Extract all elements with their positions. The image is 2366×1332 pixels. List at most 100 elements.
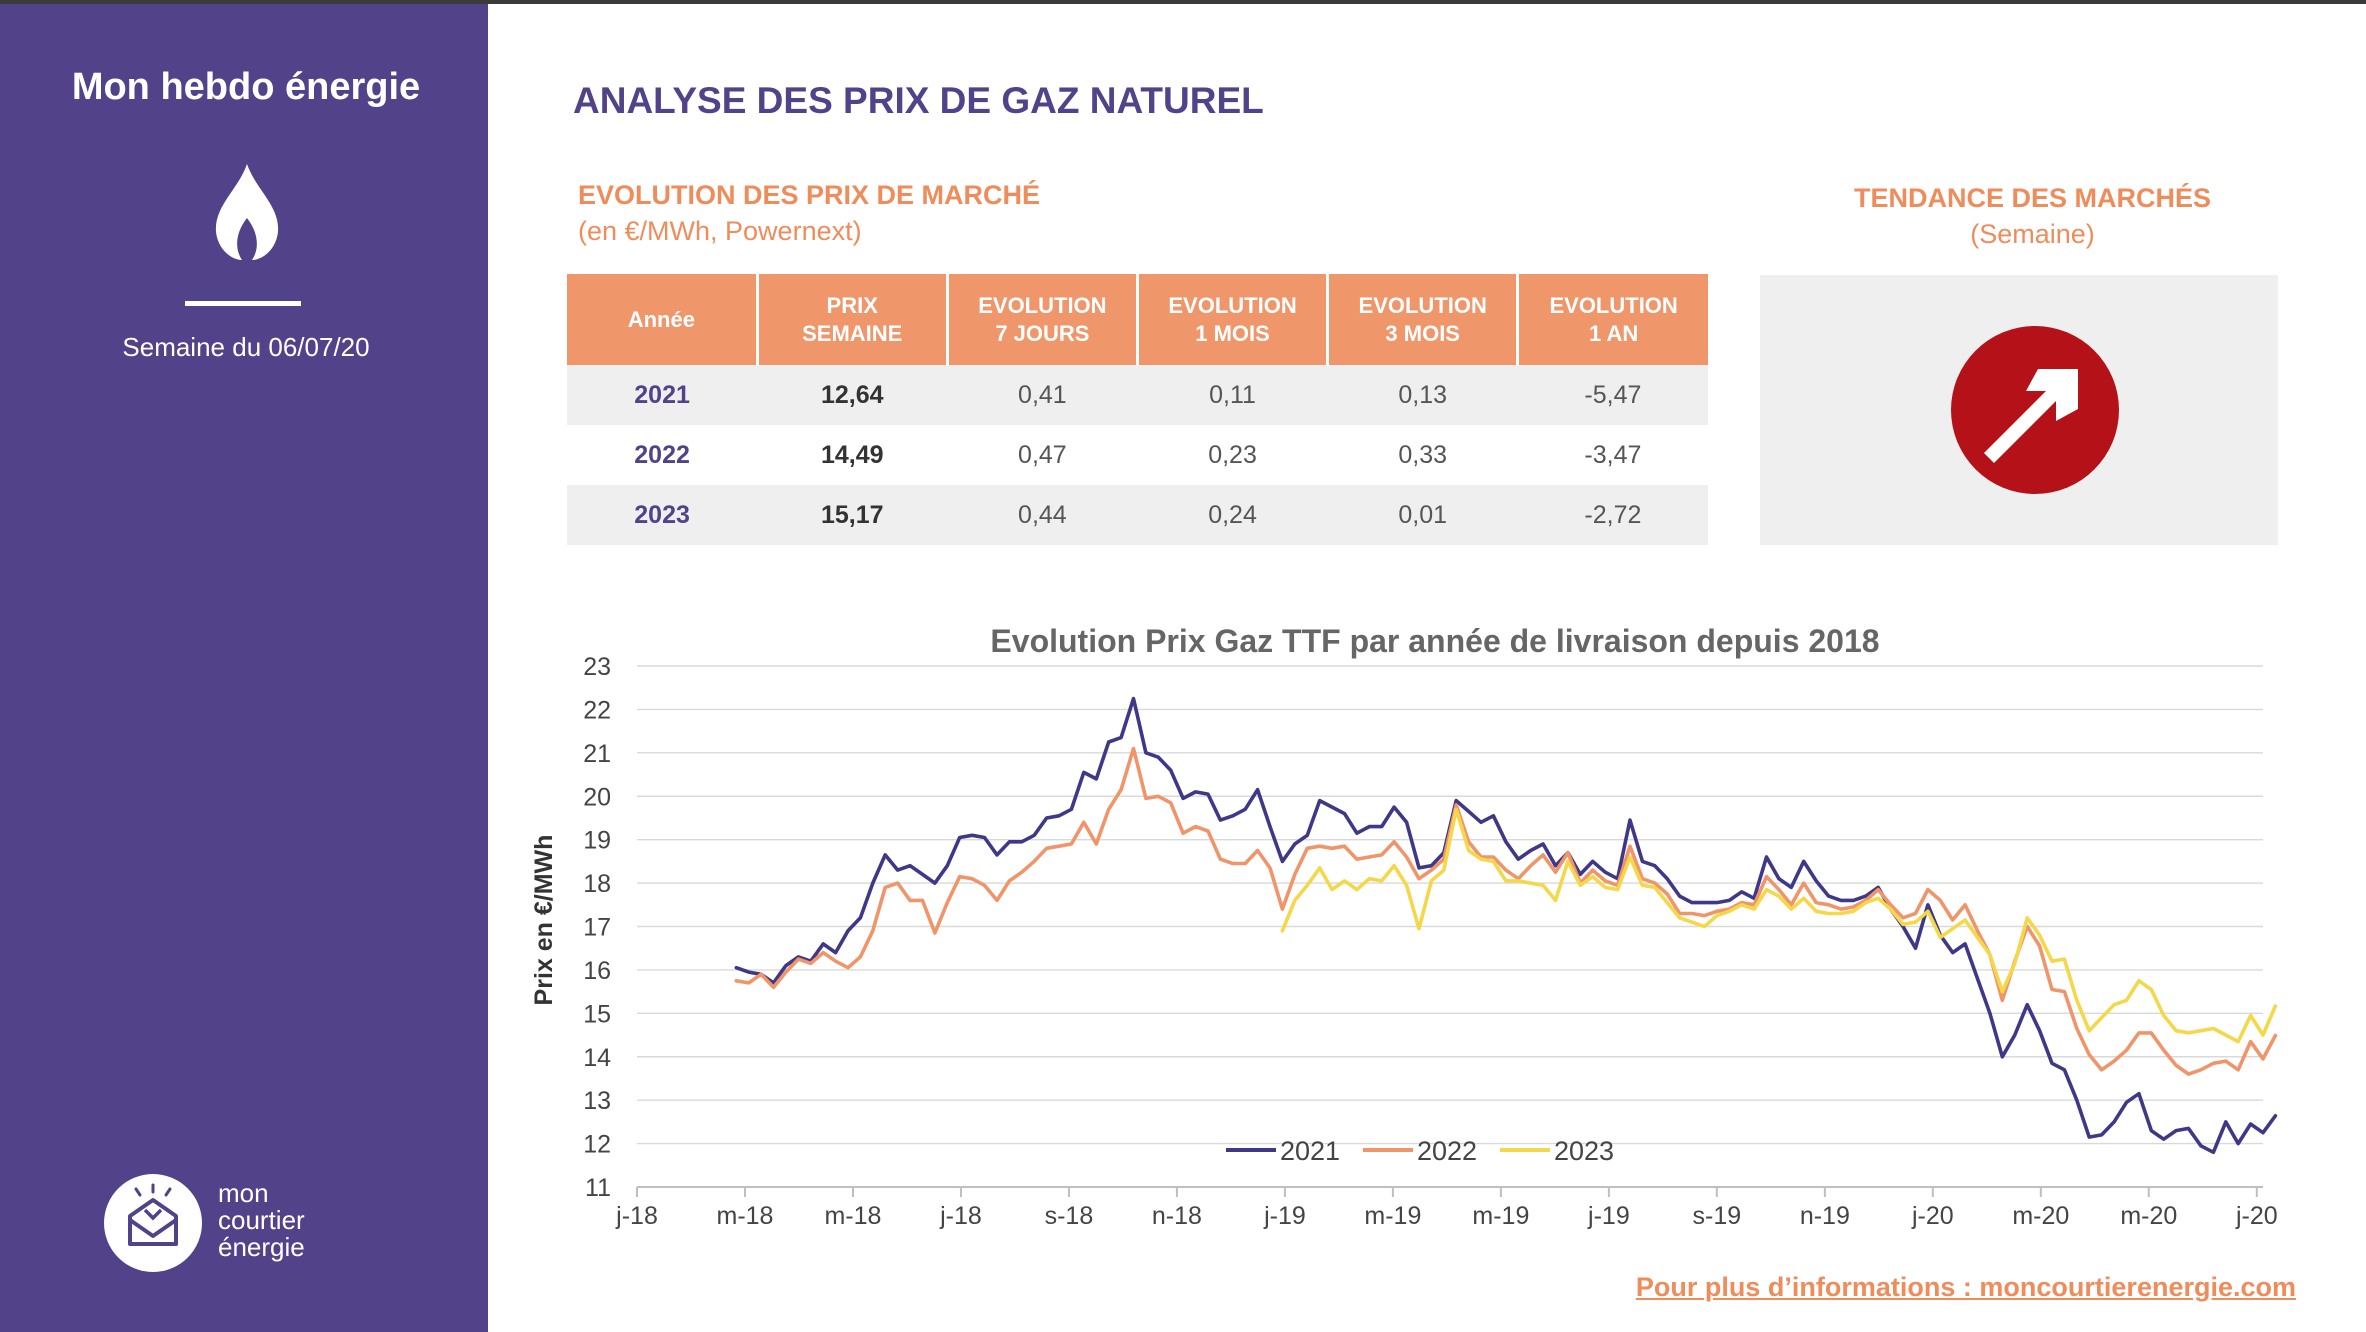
cell-evolution-1y: -5,47	[1517, 365, 1708, 425]
header-line: EVOLUTION	[978, 292, 1107, 318]
series-line-2023	[1280, 807, 2278, 1044]
y-axis-label: Prix en €/MWh	[530, 835, 558, 1006]
chart-series	[734, 696, 2278, 1155]
sidebar-divider	[185, 301, 301, 306]
price-line-chart: Evolution Prix Gaz TTF par année de livr…	[530, 623, 2278, 1230]
cell-evolution-7d: 0,47	[1018, 440, 1067, 469]
y-tick-label: 14	[583, 1044, 611, 1072]
arrow-up-right-icon	[1951, 326, 2119, 494]
x-tick-label: m-19	[1472, 1202, 1529, 1230]
cell-price: 14,49	[820, 440, 884, 469]
market-section-title: EVOLUTION DES PRIX DE MARCHÉ	[578, 180, 1041, 210]
header-line: SEMAINE	[802, 320, 903, 346]
y-tick-label: 18	[583, 870, 611, 898]
cell-price: 15,17	[757, 485, 948, 545]
x-tick-label: m-18	[717, 1202, 774, 1230]
logo-line: courtier	[218, 1205, 305, 1235]
header-year: Année	[567, 274, 759, 365]
sidebar-title: Mon hebdo énergie	[71, 66, 421, 108]
header-evolution-7d: EVOLUTION 7 JOURS	[947, 274, 1139, 365]
sidebar: Mon hebdo énergie Semaine du 06/07/20 mo…	[0, 4, 488, 1332]
y-tick-label: 20	[583, 783, 611, 811]
table-row: 2023 15,17 0,44 0,24 0,01 -2,72	[567, 485, 1708, 545]
header-line: 3 MOIS	[1385, 320, 1460, 346]
logo-line: énergie	[218, 1232, 305, 1262]
flame-icon	[215, 164, 279, 260]
y-tick-labels: 11 12 13 14 15 16 17 18 19 20 21 22 23	[583, 653, 611, 1202]
table-row: 2021 12,64 0,41 0,11 0,13 -5,47	[567, 365, 1708, 425]
cell-year: 2022	[634, 440, 690, 469]
series-line-2022	[734, 746, 2278, 1076]
legend-label-2022: 2022	[1417, 1136, 1477, 1166]
cell-evolution-1m: 0,24	[1137, 485, 1328, 545]
cell-evolution-7d: 0,44	[947, 485, 1138, 545]
legend-label-2021: 2021	[1280, 1136, 1340, 1166]
series-line-2021	[734, 696, 2278, 1155]
cell-evolution-3m: 0,33	[1398, 440, 1448, 469]
market-section-subtitle: (en €/MWh, Powernext)	[578, 216, 862, 246]
website-link[interactable]: Pour plus d’informations : moncourtieren…	[1635, 1272, 2296, 1302]
table-row: 2022 14,49 0,47 0,23 0,33 -3,47	[567, 425, 1708, 485]
price-table: Année PRIX SEMAINE EVOLUTION 7 JOURS EVOLU…	[567, 274, 1708, 545]
header-line: PRIX	[826, 292, 878, 318]
x-tick-label: s-18	[1045, 1202, 1094, 1230]
chart-gridlines	[637, 665, 2263, 1188]
y-tick-label: 17	[583, 914, 611, 942]
y-tick-label: 11	[585, 1174, 611, 1202]
y-tick-label: 21	[583, 740, 611, 768]
y-tick-label: 12	[583, 1131, 611, 1159]
x-tick-label: s-19	[1693, 1202, 1742, 1230]
x-tick-labels: j-18 m-18 m-18 j-18 s-18 n-18 j-19 m-19 m-19 j-19…	[615, 1187, 2278, 1230]
cell-evolution-1m: 0,23	[1208, 440, 1257, 469]
x-tick-label: j-18	[615, 1202, 658, 1230]
y-tick-label: 16	[583, 957, 611, 985]
x-tick-label: m-20	[2120, 1202, 2177, 1230]
x-tick-label: m-20	[2012, 1202, 2069, 1230]
cell-evolution-1y: -3,47	[1584, 440, 1642, 469]
page-title: ANALYSE DES PRIX DE GAZ NATUREL	[573, 80, 1264, 121]
cell-evolution-1y: -2,72	[1517, 485, 1708, 545]
trend-subtitle: (Semaine)	[1970, 219, 2095, 249]
cell-year: 2023	[567, 485, 758, 545]
brand-logo-icon	[104, 1174, 202, 1272]
x-tick-label: m-18	[824, 1202, 881, 1230]
chart-legend: 2021 2022 2023	[1226, 1136, 1614, 1166]
x-tick-label: j-19	[1587, 1202, 1630, 1230]
cell-year: 2021	[567, 365, 758, 425]
header-line: 7 JOURS	[995, 320, 1090, 346]
envelope-icon	[128, 1183, 178, 1246]
header-line: EVOLUTION	[1168, 292, 1297, 318]
x-tick-label: j-20	[2235, 1202, 2278, 1230]
cell-evolution-7d: 0,41	[947, 365, 1138, 425]
cell-evolution-3m: 0,13	[1327, 365, 1518, 425]
y-tick-label: 15	[583, 1000, 611, 1028]
cell-price: 12,64	[757, 365, 948, 425]
header-line: 1 MOIS	[1195, 320, 1270, 346]
y-tick-label: 22	[583, 696, 611, 724]
cell-evolution-3m: 0,01	[1327, 485, 1518, 545]
y-tick-label: 23	[583, 653, 611, 681]
trend-title: TENDANCE DES MARCHÉS	[1853, 183, 2212, 213]
header-evolution-1y: EVOLUTION 1 AN	[1517, 274, 1708, 365]
logo-line: mon	[218, 1178, 269, 1208]
brand-logo-text: mon courtier énergie	[218, 1180, 305, 1261]
header-line: EVOLUTION	[1549, 292, 1678, 318]
y-tick-label: 13	[583, 1087, 611, 1115]
window-top-border	[0, 0, 2366, 4]
table-header-row: Année PRIX SEMAINE EVOLUTION 7 JOURS EVOLU…	[567, 274, 1708, 365]
header-weekly-price: PRIX SEMAINE	[757, 274, 949, 365]
x-tick-label: n-19	[1800, 1202, 1850, 1230]
header-evolution-3m: EVOLUTION 3 MOIS	[1327, 274, 1520, 365]
header-line: EVOLUTION	[1358, 292, 1487, 318]
legend-label-2023: 2023	[1554, 1136, 1614, 1166]
x-tick-label: j-18	[939, 1202, 982, 1230]
chart-title: Evolution Prix Gaz TTF par année de livr…	[990, 623, 1879, 659]
week-date-label: Semaine du 06/07/20	[122, 332, 370, 362]
header-line: 1 AN	[1588, 320, 1639, 346]
x-tick-label: j-20	[1911, 1202, 1954, 1230]
cell-evolution-1m: 0,11	[1137, 365, 1328, 425]
x-tick-label: n-18	[1152, 1202, 1202, 1230]
y-tick-label: 19	[583, 827, 611, 855]
header-line: Année	[627, 306, 695, 332]
x-tick-label: m-19	[1364, 1202, 1421, 1230]
